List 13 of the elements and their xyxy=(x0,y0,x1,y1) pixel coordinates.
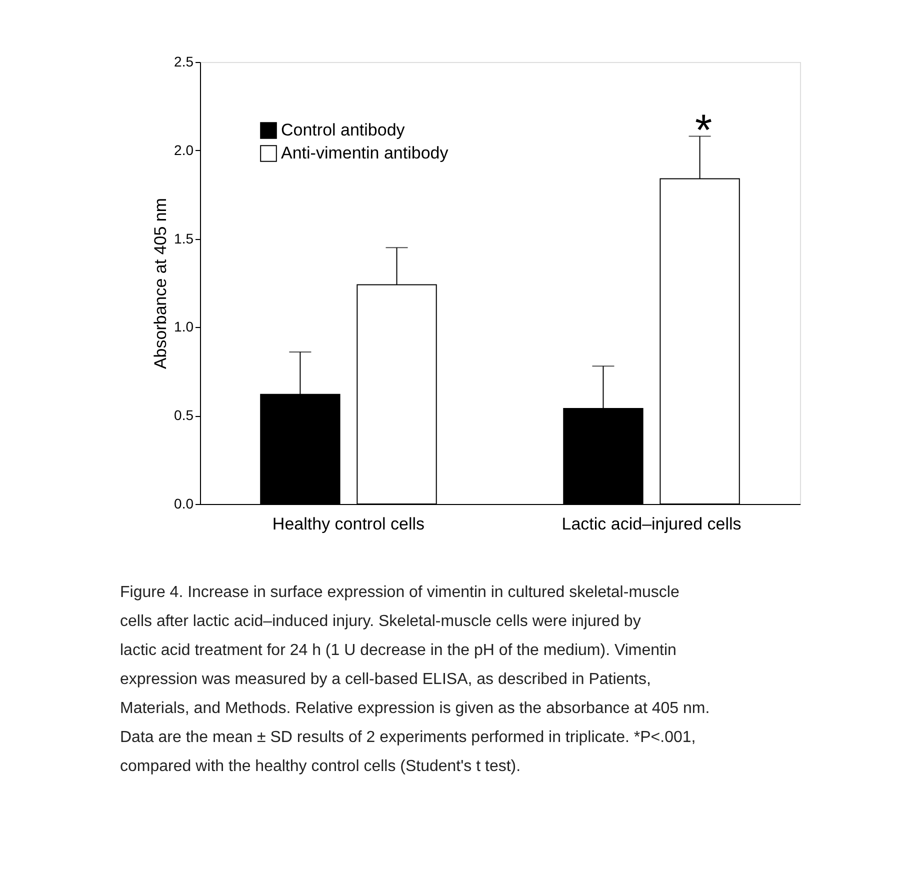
y-tick-label: 2.0 xyxy=(174,142,194,158)
y-tick-label: 2.5 xyxy=(174,54,194,70)
y-axis-title: Absorbance at 405 nm xyxy=(151,198,170,370)
y-tick-label: 1.5 xyxy=(174,230,194,246)
x-tick-label: Lactic acid–injured cells xyxy=(562,514,742,534)
y-tick-label: 1.0 xyxy=(174,318,194,335)
y-tick-label: 0.0 xyxy=(174,496,194,512)
legend-label: Anti-vimentin antibody xyxy=(281,144,449,162)
legend-label: Control antibody xyxy=(281,120,406,140)
annotation: * xyxy=(694,106,712,155)
y-tick-label: 0.5 xyxy=(174,407,194,424)
x-tick-label: Healthy control cells xyxy=(272,514,425,534)
caption: Figure 4. Increase in surface expression of vimentin in cultured skeletal-muscle cells after lactic acid–induced injury. Skeletal-muscle cells were injured by lactic acid treatment for 24 h (1 U decrease in the pH of the medium). Vimentin expression was measured by a cell-based ELISA, as described in Patients, Materials, and Methods. Relative expression is given as the absorbance at 405 nm. Data are the mean ± SD results of 2 experiments performed in triplicate. *P<.001, compared with the healthy control cells (Student's t test). xyxy=(120,584,710,775)
